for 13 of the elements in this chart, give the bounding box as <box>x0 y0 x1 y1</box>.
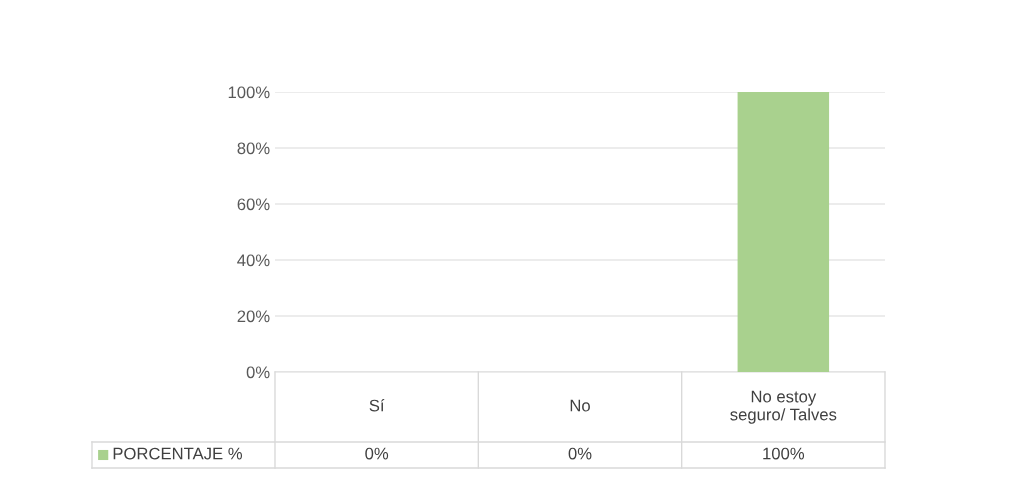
y-tick-label: 40% <box>237 254 270 267</box>
x-tick-label: Sí <box>369 399 385 412</box>
y-tick-label: 0% <box>246 366 270 379</box>
data-label: 0% <box>568 447 592 460</box>
x-tick-label: No <box>570 399 590 412</box>
y-tick-label: 100% <box>228 86 270 99</box>
y-tick-label: 20% <box>237 310 270 323</box>
data-label: 100% <box>763 447 805 460</box>
legend-label: PORCENTAJE % <box>113 447 243 460</box>
x-tick-label: No estoy seguro/ Talves <box>730 390 837 424</box>
data-label: 0% <box>365 447 389 460</box>
y-tick-label: 60% <box>237 198 270 211</box>
y-tick-label: 80% <box>237 142 270 155</box>
